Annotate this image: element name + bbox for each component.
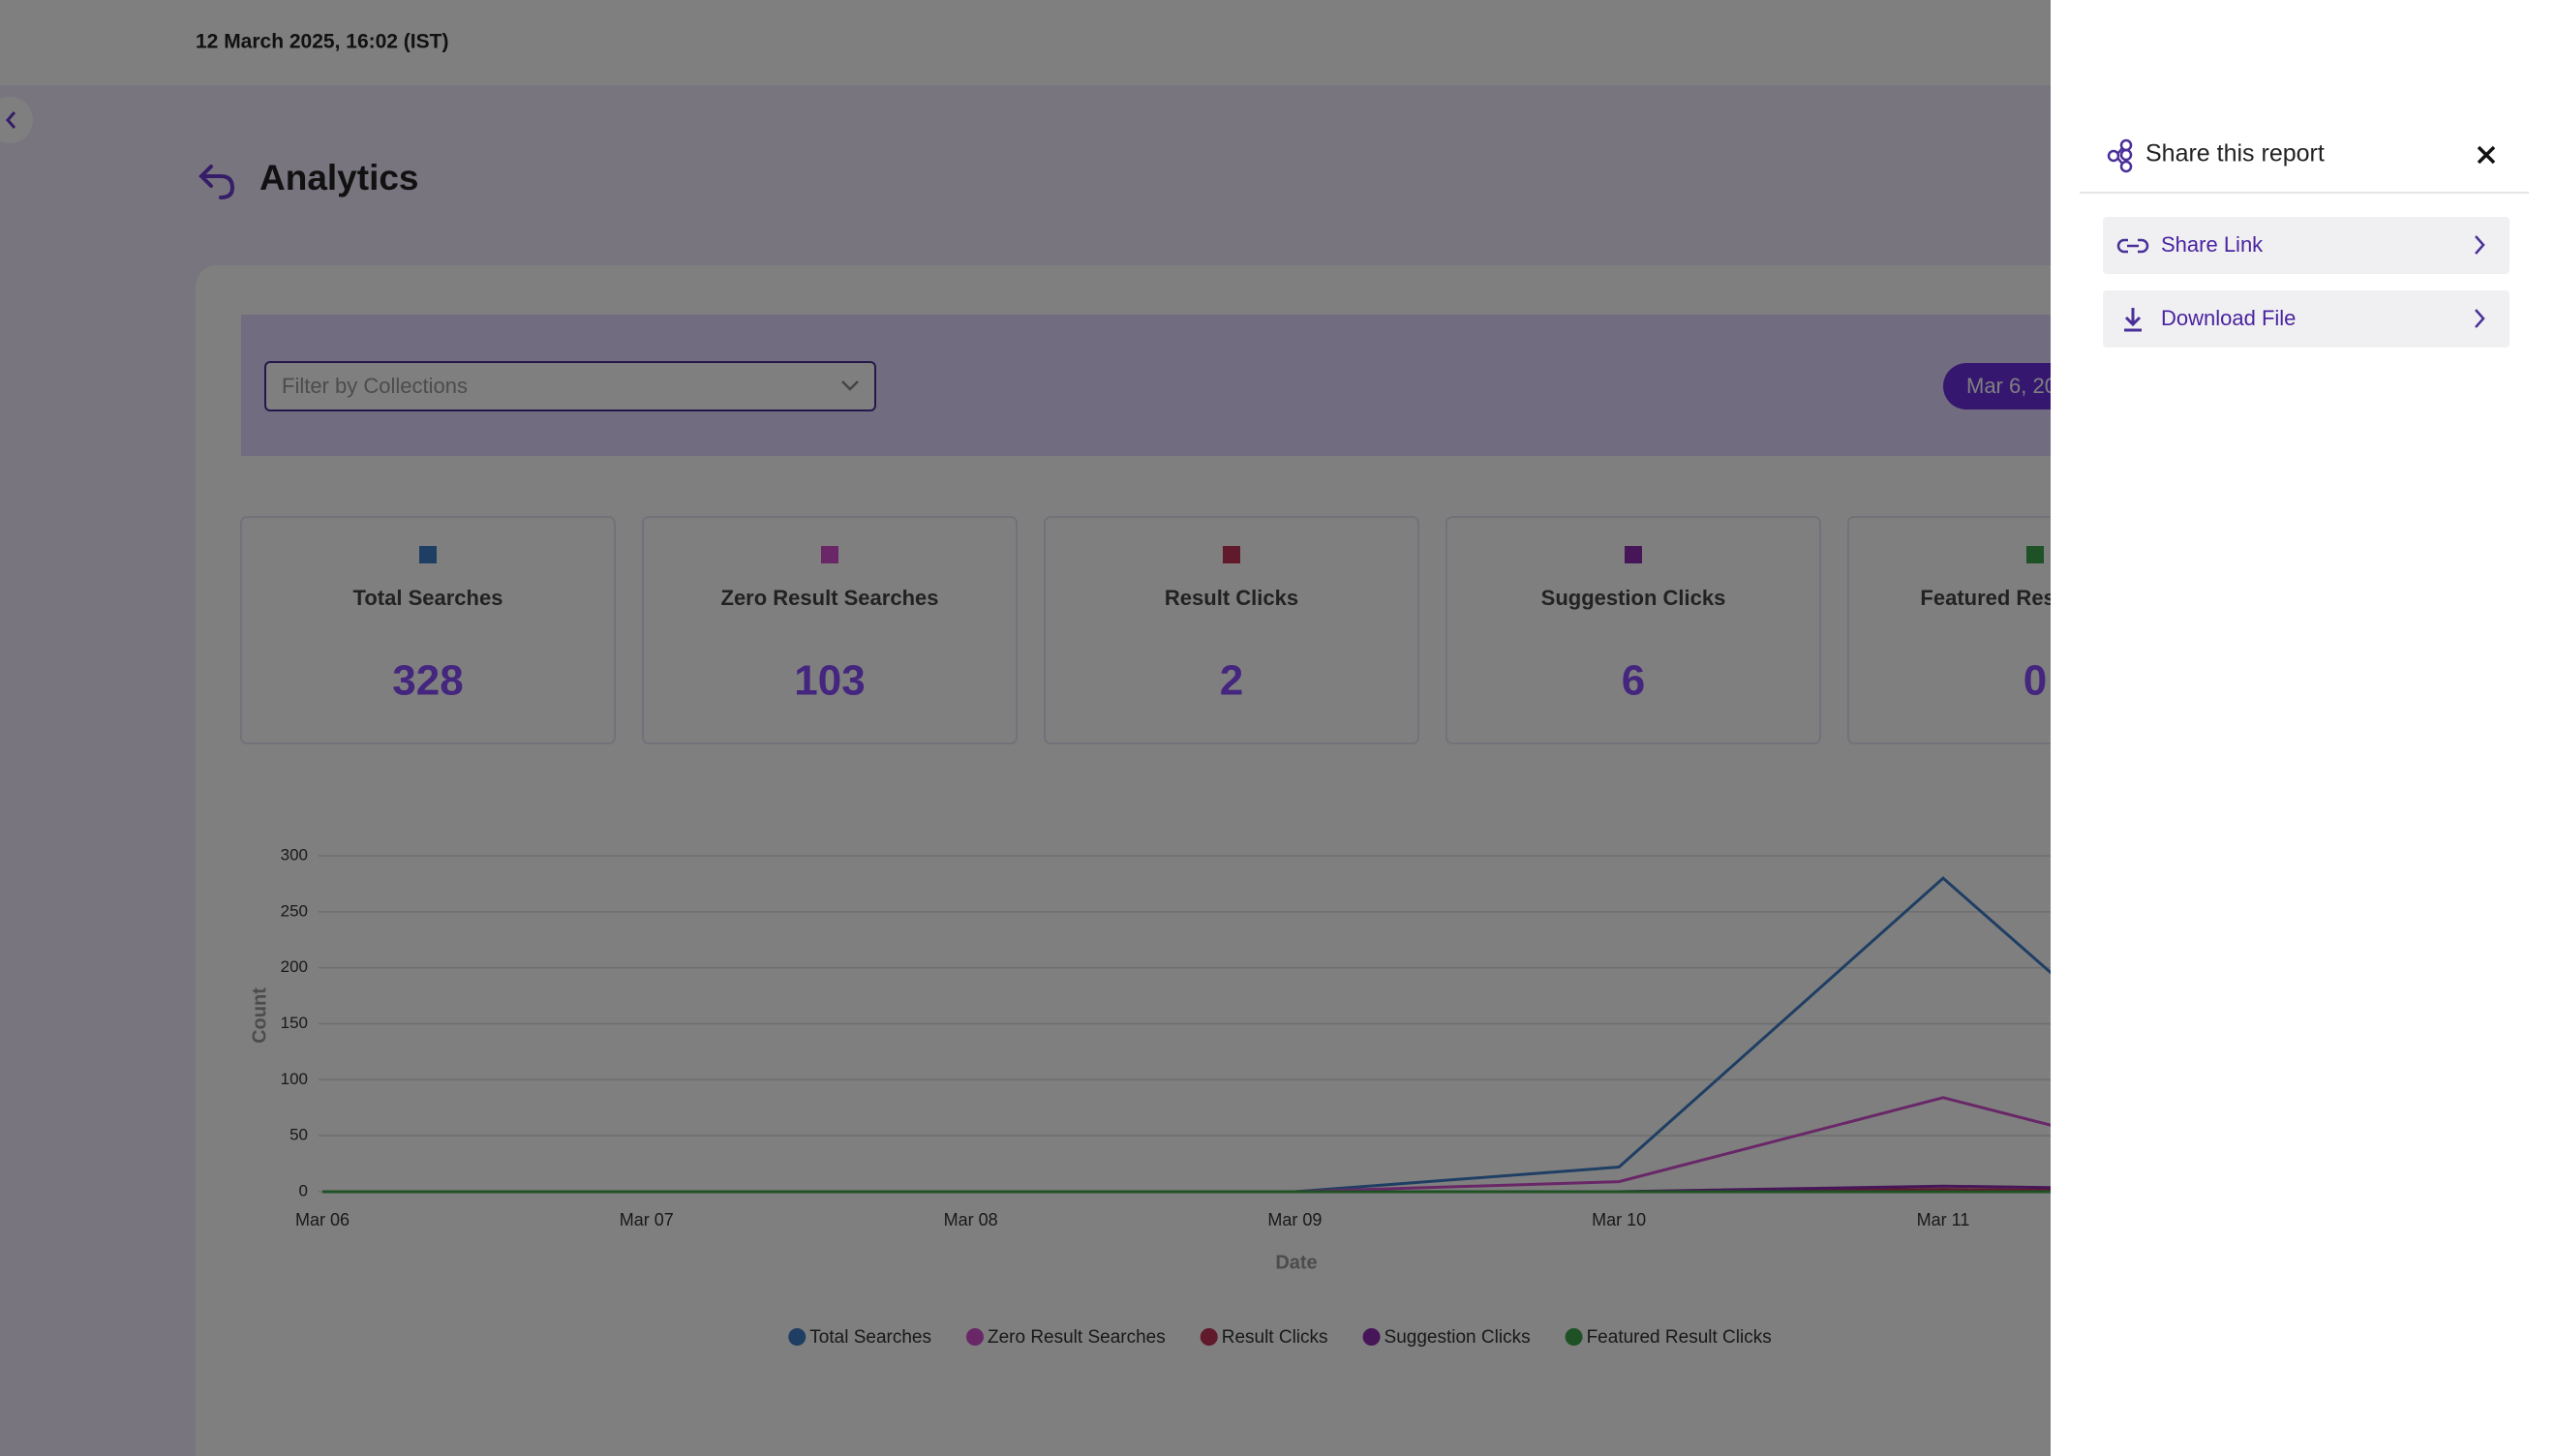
download-icon <box>2124 308 2142 332</box>
panel-title: Share this report <box>2145 140 2325 167</box>
chevron <box>2475 309 2485 328</box>
share-link-label: Share Link <box>2161 232 2264 257</box>
share-icon <box>2107 138 2133 173</box>
download-file-label: Download File <box>2161 306 2296 330</box>
chevron <box>2475 235 2485 255</box>
download-file-button[interactable] <box>2103 290 2510 348</box>
share-link-button[interactable] <box>2103 217 2510 274</box>
close-button[interactable] <box>2477 145 2496 165</box>
link-icon <box>2116 238 2149 254</box>
